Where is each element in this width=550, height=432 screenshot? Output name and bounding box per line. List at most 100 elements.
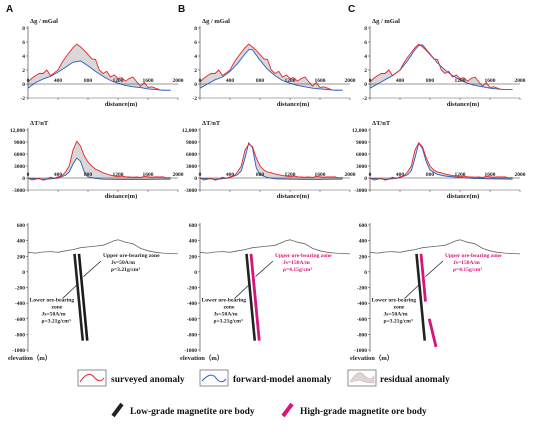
upper-zone-rho: ρ=3.21g/cm³	[111, 267, 140, 273]
x-axis-title: distance(m)	[277, 193, 310, 200]
lower-zone-label-2: zone	[52, 305, 63, 311]
magnetic-surveyed-line	[199, 143, 343, 181]
y-tick-label: 0	[364, 176, 367, 182]
legend: surveyed anomaly forward-model anomaly res…	[77, 369, 450, 418]
lower-zone-js: Js=50A/m	[42, 312, 66, 318]
y-tick-label: -1000	[12, 348, 25, 354]
x-tick-label: 1200	[455, 172, 466, 178]
lower-zone-pointer	[404, 284, 420, 299]
y-tick-label: 12,000	[10, 128, 25, 134]
low-grade-legend-swatch	[111, 402, 124, 418]
x-tick-label: 400	[396, 78, 405, 84]
x-axis-title: distance(m)	[447, 193, 480, 200]
surveyed-legend-box	[77, 369, 107, 387]
x-tick-label: 400	[226, 172, 235, 178]
y-tick-label: -2	[20, 96, 25, 102]
y-tick-label: -800	[357, 332, 367, 338]
y-tick-label: 9000	[14, 140, 25, 146]
y-tick-label: 400	[17, 239, 26, 245]
upper-zone-label: Upper ore-bearing zone	[275, 253, 332, 259]
y-axis-title: elevation（m）	[180, 354, 223, 362]
y-tick-label: -800	[187, 332, 197, 338]
y-tick-label: 0	[364, 270, 367, 276]
y-tick-label: 4	[22, 54, 25, 60]
surveyed-legend-line	[79, 373, 105, 383]
y-tick-label: 12,000	[182, 128, 197, 134]
lower-zone-js: Js=50A/m	[214, 312, 238, 318]
magnetic-forward-line	[369, 142, 513, 180]
y-tick-label: 3000	[356, 164, 367, 170]
y-axis-title: Δg / mGal	[372, 18, 400, 25]
y-tick-label: 600	[17, 223, 26, 229]
x-tick-label: 400	[226, 78, 235, 84]
y-tick-label: -3000	[354, 188, 367, 194]
section-plot: 600 400 200 0 -200 -400 -600 -800 -1000elevation…	[180, 223, 351, 362]
lower-zone-rho: ρ=3.21g/cm³	[214, 319, 243, 325]
upper-zone-pointer	[83, 260, 102, 277]
x-tick-label: 0	[27, 172, 30, 178]
x-axis-title: distance(m)	[447, 101, 480, 108]
y-tick-label: -800	[15, 332, 25, 338]
y-tick-label: 2	[364, 68, 367, 74]
x-tick-label: 2000	[345, 78, 356, 84]
x-tick-label: 1600	[315, 78, 326, 84]
magnetic-forward-line	[27, 157, 171, 181]
lower-ore-body	[245, 253, 257, 341]
x-tick-label: 1200	[285, 172, 296, 178]
x-axis-title: distance(m)	[277, 101, 310, 108]
x-tick-label: 0	[199, 172, 202, 178]
y-tick-label: 6000	[14, 152, 25, 158]
x-tick-label: 2000	[173, 78, 184, 84]
y-tick-label: 2	[22, 68, 25, 74]
x-tick-label: 1200	[455, 78, 466, 84]
y-tick-label: -600	[15, 317, 25, 323]
magnetic-surveyed-line	[27, 140, 171, 181]
upper-ore-body-a	[419, 253, 427, 302]
y-tick-label: 8	[364, 26, 367, 32]
y-tick-label: 9000	[356, 140, 367, 146]
residual-legend-label: residual anomaly	[380, 375, 450, 385]
x-tick-label: 1600	[485, 78, 496, 84]
x-tick-label: 2000	[345, 172, 356, 178]
section-plot: 600 400 200 0 -200 -400 -600 -800 -1000elevation…	[350, 223, 521, 362]
y-axis-title: Δg / mGal	[202, 18, 230, 25]
y-tick-label: 0	[22, 176, 25, 182]
gravity-forward-line	[199, 49, 343, 91]
y-tick-label: -200	[357, 286, 367, 292]
residual-legend-swatch	[349, 372, 375, 384]
gravity-surveyed-line	[199, 43, 332, 91]
gravity-surveyed-line	[27, 43, 160, 91]
forward-legend-box	[199, 369, 229, 387]
terrain-line	[199, 239, 351, 255]
y-tick-label: 8	[194, 26, 197, 32]
upper-zone-pointer	[425, 260, 444, 277]
y-tick-label: 9000	[186, 140, 197, 146]
lower-zone-label: Lower ore-bearing	[202, 298, 247, 304]
lower-zone-label-2: zone	[394, 305, 405, 311]
lower-zone-pointer	[234, 284, 250, 299]
x-tick-label: 1200	[113, 172, 124, 178]
y-tick-label: 0	[194, 270, 197, 276]
x-tick-label: 2000	[173, 172, 184, 178]
x-tick-label: 0	[27, 78, 30, 84]
x-tick-label: 400	[54, 172, 63, 178]
y-axis-title: ΔT/nT	[30, 120, 49, 127]
x-axis-title: distance(m)	[105, 101, 138, 108]
x-tick-label: 800	[84, 78, 93, 84]
section-plot: 600 400 200 0 -200 -400 -600 -800 -1000elevation…	[8, 223, 179, 362]
forward-legend-line	[201, 374, 227, 383]
y-axis-title: ΔT/nT	[202, 120, 221, 127]
y-tick-label: 600	[359, 223, 368, 229]
y-tick-label: 6000	[186, 152, 197, 158]
upper-zone-label: Upper ore-bearing zone	[103, 253, 160, 259]
surveyed-legend-label: surveyed anomaly	[111, 375, 185, 385]
upper-ore-body-b	[427, 318, 438, 348]
x-tick-label: 0	[199, 78, 202, 84]
y-tick-label: -600	[187, 317, 197, 323]
lower-zone-pointer	[62, 284, 78, 299]
upper-ore-body	[77, 253, 89, 341]
